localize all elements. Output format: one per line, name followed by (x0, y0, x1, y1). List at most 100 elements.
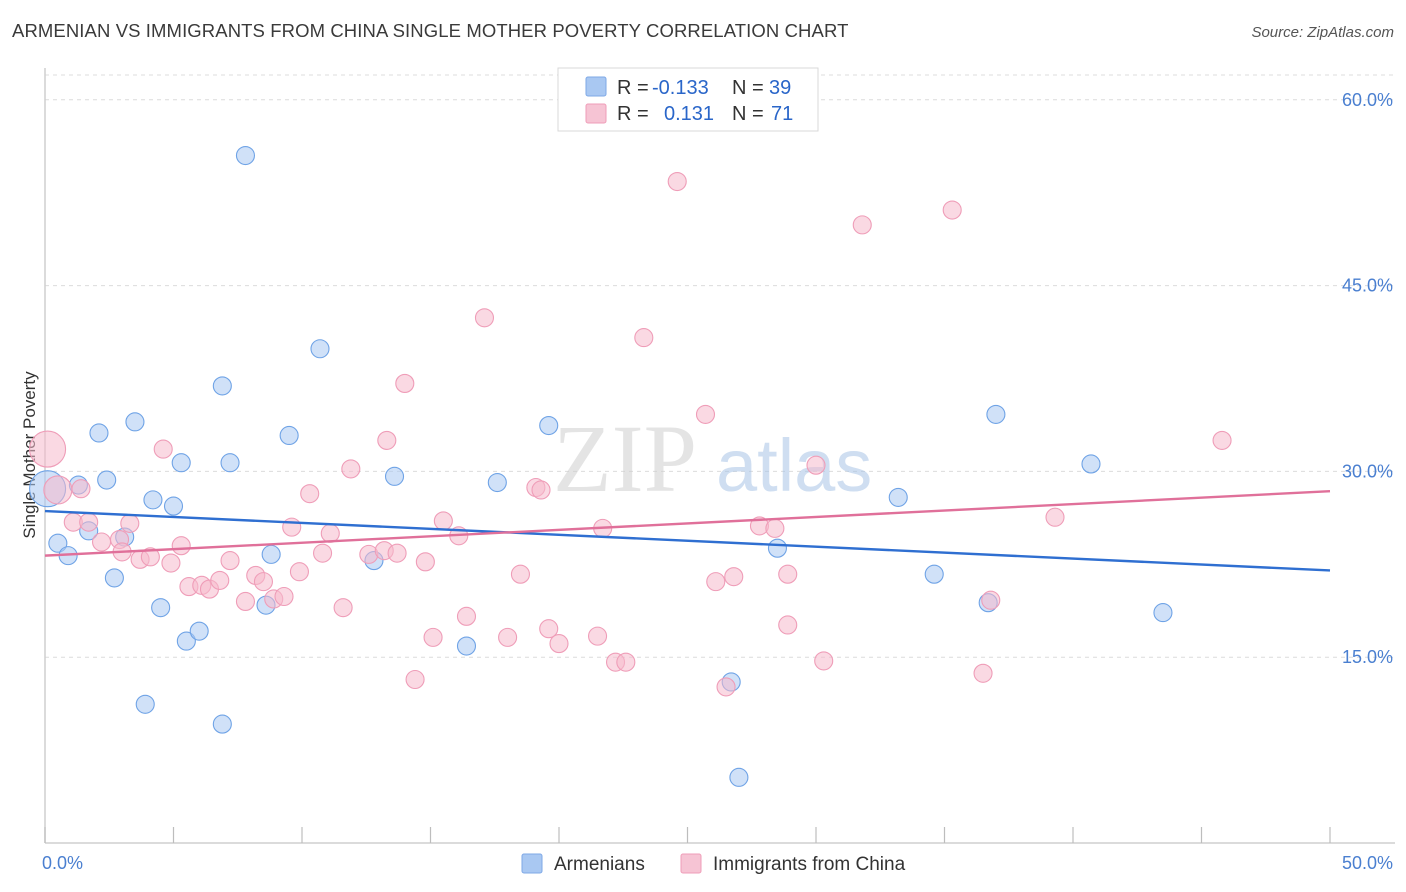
armenians-point (97, 470, 117, 490)
china-point (716, 677, 736, 697)
china-point (433, 511, 453, 531)
legend-r-value-1: -0.133 (652, 77, 709, 99)
china-point (171, 536, 191, 556)
armenians-point (48, 533, 68, 553)
legend-r-label-1: R = (617, 77, 649, 99)
bottom-legend-label-armenians: Armenians (554, 854, 645, 875)
china-point (531, 480, 551, 500)
china-point (724, 567, 744, 587)
y-tick-label: 30.0% (1342, 461, 1393, 481)
china-point (587, 626, 608, 646)
armenians-point (767, 538, 788, 558)
armenians-point (456, 636, 477, 656)
armenians-point (279, 425, 299, 446)
china-point (71, 479, 91, 499)
china-point (765, 518, 785, 538)
china-point (706, 572, 726, 592)
china-point (415, 552, 435, 572)
armenians-point (212, 376, 232, 396)
series-legend: Armenians Immigrants from China (521, 853, 906, 875)
china-point (539, 619, 559, 639)
armenians-point (261, 544, 281, 564)
armenians-point (1081, 454, 1101, 474)
china-point (210, 570, 230, 590)
china-point (1212, 430, 1232, 450)
bottom-legend-swatch-armenians (521, 853, 543, 874)
armenians-point (1153, 603, 1173, 623)
y-tick-label: 60.0% (1342, 90, 1393, 110)
armenians-point (924, 564, 944, 584)
legend-swatch-china (585, 103, 607, 124)
china-point (474, 308, 495, 328)
armenians-point (89, 423, 109, 443)
armenians-point (125, 412, 145, 432)
china-point (667, 171, 687, 192)
armenians-point (539, 416, 559, 436)
watermark-zip: ZIP (553, 405, 697, 512)
china-point (395, 373, 415, 393)
armenians-point (235, 145, 256, 166)
china-point (153, 439, 173, 459)
armenians-point (104, 568, 124, 588)
bottom-legend-swatch-china (680, 853, 702, 874)
china-point (1045, 507, 1065, 527)
armenians-point (220, 453, 240, 473)
legend-n-label-1: N = (732, 77, 764, 99)
china-point (333, 598, 353, 618)
legend-n-label-2: N = (732, 103, 764, 125)
armenians-point (143, 490, 163, 510)
y-tick-label: 45.0% (1342, 276, 1393, 296)
armenians-point (163, 496, 184, 516)
china-point (616, 652, 636, 672)
china-point (120, 513, 140, 533)
china-point (91, 532, 112, 552)
china-point (79, 512, 99, 532)
china-point (161, 553, 181, 573)
legend-swatch-armenians (585, 76, 607, 97)
x-tick-label-min: 0.0% (42, 853, 83, 873)
y-tick-label: 15.0% (1342, 647, 1393, 667)
china-point (806, 455, 826, 475)
china-trend-line (44, 490, 1331, 557)
china-point (140, 547, 160, 567)
china-point (387, 543, 407, 563)
china-point (634, 328, 654, 348)
china-point (456, 606, 477, 626)
armenians-point (487, 472, 507, 493)
armenians-point (986, 404, 1006, 424)
china-point (282, 517, 302, 537)
stats-legend: R = -0.133 N = 39 R = 0.131 N = 71 (557, 67, 819, 132)
watermark-atlas: atlas (716, 424, 872, 507)
china-point (313, 543, 333, 563)
china-point (778, 564, 798, 584)
china-point (852, 215, 872, 235)
china-point (423, 627, 443, 647)
legend-r-value-2: 0.131 (664, 103, 714, 125)
china-point (43, 475, 73, 505)
trend-lines (44, 490, 1331, 572)
china-point (778, 615, 798, 635)
scatter-points (29, 145, 1232, 787)
armenians-point (729, 767, 749, 787)
china-point (981, 590, 1001, 610)
china-point (300, 484, 320, 504)
china-point (498, 627, 518, 647)
china-point (695, 404, 716, 424)
armenians-point (384, 466, 405, 486)
armenians-trend-line (44, 509, 1331, 572)
armenians-point (189, 621, 209, 641)
china-point (320, 523, 340, 543)
china-point (377, 430, 397, 450)
bottom-legend-label-china: Immigrants from China (713, 854, 906, 875)
china-point (289, 562, 309, 582)
legend-n-value-1: 39 (769, 77, 791, 99)
armenians-point (151, 598, 171, 618)
x-ticks (44, 827, 1331, 843)
china-point (973, 663, 993, 683)
armenians-point (310, 339, 330, 359)
armenians-point (135, 694, 155, 714)
chart-source: Source: ZipAtlas.com (1251, 24, 1394, 41)
x-tick-label-max: 50.0% (1342, 853, 1393, 873)
china-point (29, 430, 67, 468)
